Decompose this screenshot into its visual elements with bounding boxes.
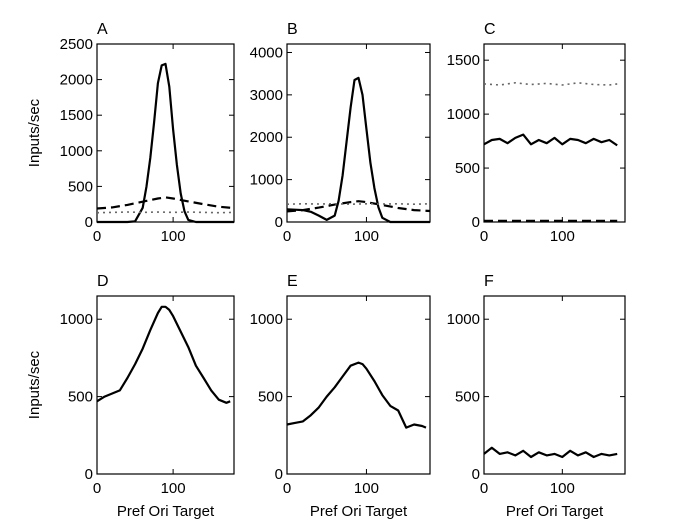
y-tick-label: 0 xyxy=(472,214,480,231)
axes-frame xyxy=(286,43,431,223)
y-tick-label: 1000 xyxy=(60,143,93,160)
y-tick-label: 0 xyxy=(472,466,480,483)
y-tick-label: 2000 xyxy=(60,72,93,89)
y-tick-label: 4000 xyxy=(250,44,283,61)
x-tick-label: 0 xyxy=(480,228,488,245)
y-tick-label: 500 xyxy=(455,389,480,406)
axes-frame xyxy=(483,43,626,223)
panel-b: B 0 1000 2000 3000 4000 0 100 xyxy=(250,21,431,245)
x-tick-label: 100 xyxy=(161,228,186,245)
y-tick-label: 1000 xyxy=(447,311,480,328)
panel-label: A xyxy=(97,21,108,38)
axes-frame xyxy=(483,295,626,475)
y-tick-label: 500 xyxy=(68,178,93,195)
series-solid-line xyxy=(286,76,430,224)
panel-a: A 0 500 1000 1500 2000 2500 0 100 Inputs/sec xyxy=(26,21,235,245)
y-tick-label: 2000 xyxy=(250,129,283,146)
y-tick-label: 1500 xyxy=(60,107,93,124)
axes-frame xyxy=(286,295,431,475)
panel-label: B xyxy=(287,21,298,38)
y-tick-label: 500 xyxy=(455,160,480,177)
series-solid-line xyxy=(286,361,427,429)
y-tick-label: 1000 xyxy=(447,106,480,123)
y-tick-label: 500 xyxy=(68,389,93,406)
x-tick-label: 0 xyxy=(283,228,291,245)
panel-f: F 0 500 1000 0 100 Pref Ori Target xyxy=(447,273,626,520)
x-tick-label: 100 xyxy=(354,228,379,245)
panel-label: D xyxy=(97,273,109,290)
y-tick-label: 1000 xyxy=(60,311,93,328)
axes-frame xyxy=(96,295,235,475)
x-axis-label: Pref Ori Target xyxy=(117,503,215,520)
y-tick-label: 3000 xyxy=(250,87,283,104)
series-solid-line xyxy=(96,305,231,404)
series-solid-line xyxy=(97,62,234,224)
y-tick-label: 0 xyxy=(85,466,93,483)
series-dotted-line xyxy=(96,211,235,214)
axes-frame xyxy=(96,43,235,223)
y-tick-label: 0 xyxy=(85,214,93,231)
panel-e: E 0 500 1000 0 100 Pref Ori Target xyxy=(250,273,431,520)
y-tick-label: 0 xyxy=(275,466,283,483)
y-tick-label: 1500 xyxy=(447,52,480,69)
panel-label: E xyxy=(287,273,298,290)
y-tick-label: 500 xyxy=(258,389,283,406)
x-tick-label: 0 xyxy=(93,228,101,245)
x-tick-label: 100 xyxy=(550,480,575,497)
y-tick-label: 2500 xyxy=(60,36,93,53)
y-axis-label: Inputs/sec xyxy=(26,98,43,167)
series-dotted-line xyxy=(483,82,618,86)
y-tick-label: 0 xyxy=(275,214,283,231)
x-axis-label: Pref Ori Target xyxy=(506,503,604,520)
x-tick-label: 0 xyxy=(93,480,101,497)
series-dashed-line xyxy=(96,196,235,210)
x-tick-label: 100 xyxy=(550,228,575,245)
panel-label: C xyxy=(484,21,496,38)
series-dashed-line xyxy=(286,200,431,213)
panel-label: F xyxy=(484,273,494,290)
x-tick-label: 100 xyxy=(354,480,379,497)
y-tick-label: 1000 xyxy=(250,311,283,328)
panel-d: D 0 500 1000 0 100 Inputs/sec Pref Ori Target xyxy=(26,273,235,520)
x-tick-label: 0 xyxy=(283,480,291,497)
series-solid-line xyxy=(483,133,618,147)
series-solid-line xyxy=(483,446,618,459)
panel-c: C 0 500 1000 1500 0 100 xyxy=(447,21,626,245)
y-tick-label: 1000 xyxy=(250,172,283,189)
x-axis-label: Pref Ori Target xyxy=(310,503,408,520)
x-tick-label: 100 xyxy=(161,480,186,497)
x-tick-label: 0 xyxy=(480,480,488,497)
y-axis-label: Inputs/sec xyxy=(26,350,43,419)
